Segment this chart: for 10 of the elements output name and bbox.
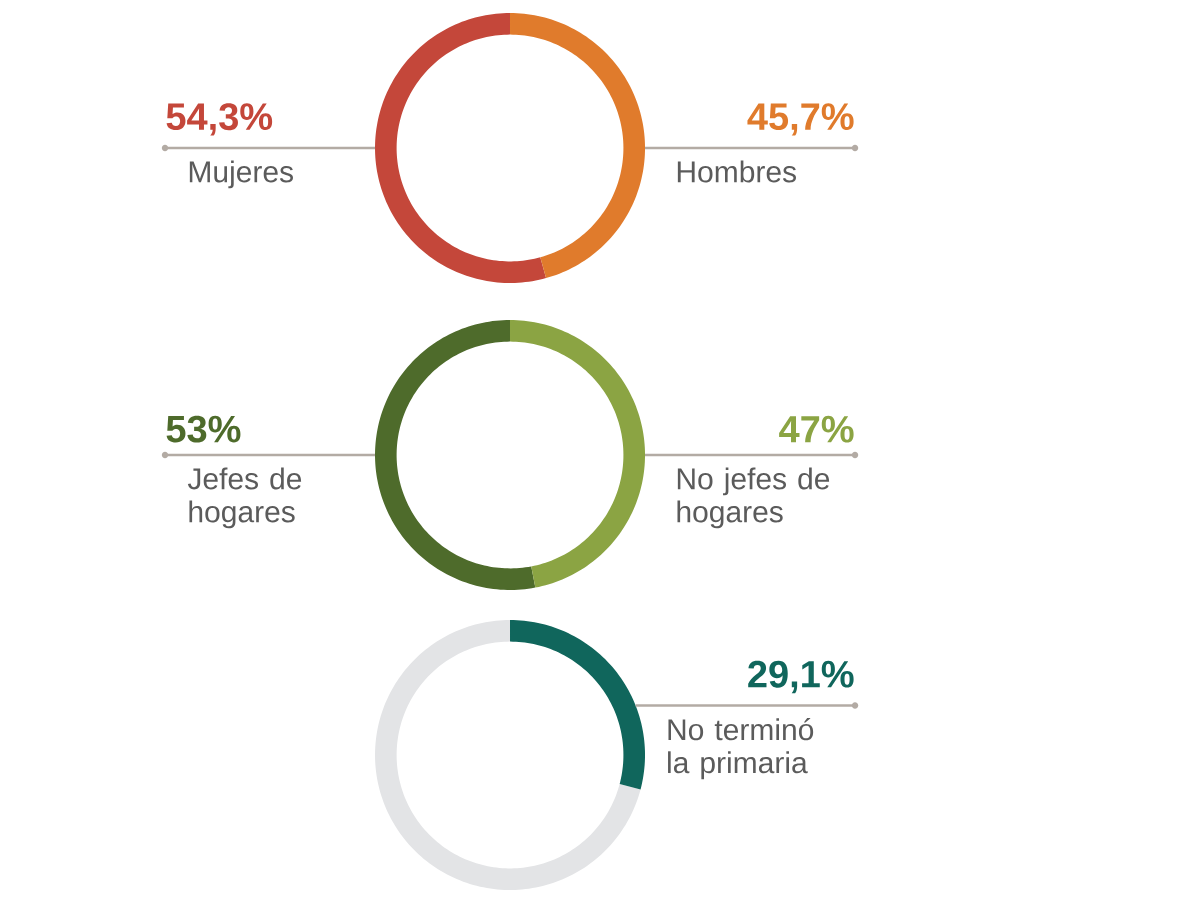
slice-label: No terminó la primaria bbox=[668, 717, 814, 780]
slice-label: Hombres bbox=[677, 160, 796, 183]
data-label: 45,7% bbox=[747, 103, 854, 136]
slice-label: No jefes de hogares bbox=[677, 467, 830, 529]
data-label: 53% bbox=[166, 415, 241, 443]
slice-label: Jefes de hogares bbox=[187, 467, 302, 529]
data-label: 47% bbox=[779, 415, 854, 443]
data-label: 54,3% bbox=[166, 103, 273, 136]
slice-label: Mujeres bbox=[189, 160, 293, 189]
data-label: 29,1% bbox=[748, 660, 854, 694]
